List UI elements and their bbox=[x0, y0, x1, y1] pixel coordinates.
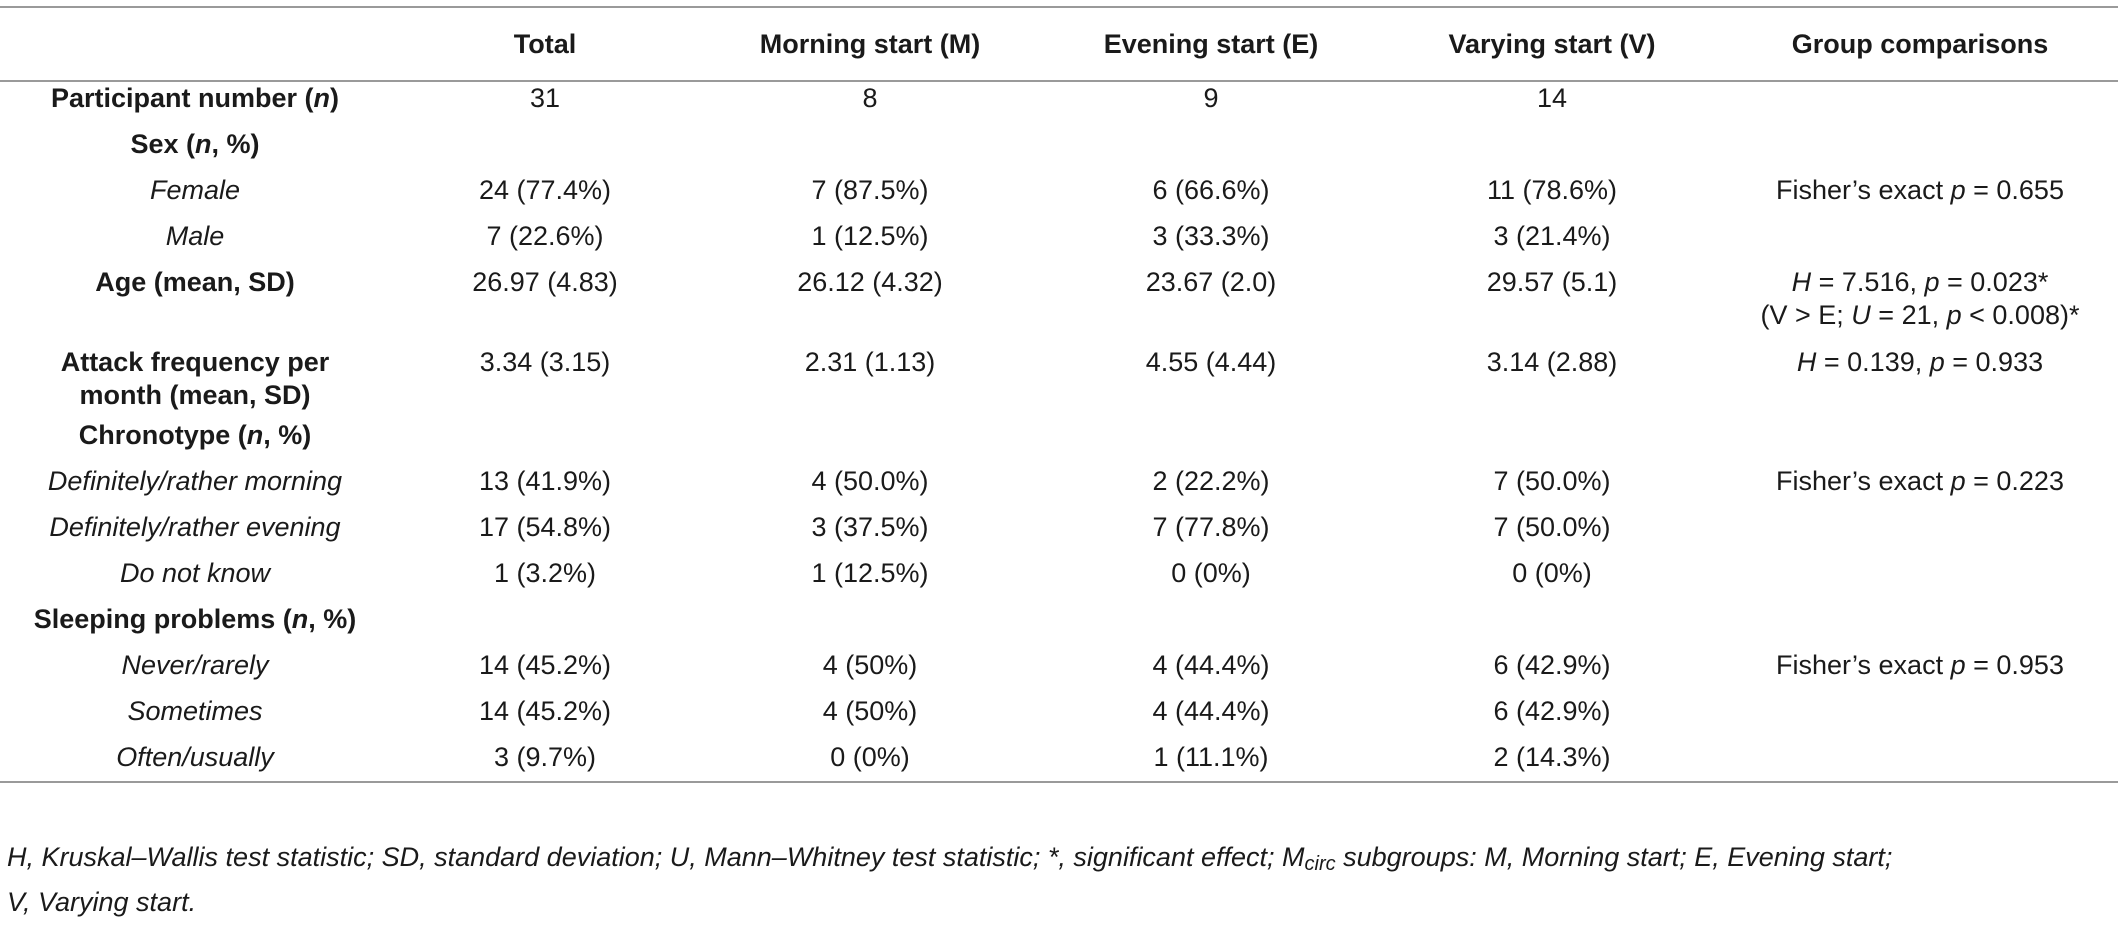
cell-varying: 3.14 (2.88) bbox=[1486, 347, 1618, 377]
table-row: Female 24 (77.4%) 7 (87.5%) 6 (66.6%) 11… bbox=[0, 174, 2118, 220]
cell-morning: 3 (37.5%) bbox=[811, 512, 929, 542]
table-row: Age (mean, SD) 26.97 (4.83) 26.12 (4.32)… bbox=[0, 266, 2118, 346]
cell-morning: 4 (50%) bbox=[822, 696, 918, 726]
table-row: Sleeping problems (n, %) bbox=[0, 603, 2118, 649]
section-label: Sleeping problems (n, %) bbox=[33, 604, 357, 634]
cell-varying: 6 (42.9%) bbox=[1493, 650, 1611, 680]
cell-group-comparison: H = 0.139, p = 0.933 bbox=[1796, 347, 2044, 377]
cell-evening: 2 (22.2%) bbox=[1152, 466, 1270, 496]
cell-total: 7 (22.6%) bbox=[486, 221, 604, 251]
row-label: Definitely/rather morning bbox=[47, 466, 343, 496]
cell-evening: 4.55 (4.44) bbox=[1145, 347, 1277, 377]
table-row: Male 7 (22.6%) 1 (12.5%) 3 (33.3%) 3 (21… bbox=[0, 220, 2118, 266]
section-label: Sex (n, %) bbox=[130, 129, 260, 159]
table-row: Often/usually 3 (9.7%) 0 (0%) 1 (11.1%) … bbox=[0, 741, 2118, 783]
table-row: Chronotype (n, %) bbox=[0, 419, 2118, 465]
table-row: Sometimes 14 (45.2%) 4 (50%) 4 (44.4%) 6… bbox=[0, 695, 2118, 741]
header-label bbox=[0, 6, 390, 82]
cell-evening: 4 (44.4%) bbox=[1152, 650, 1270, 680]
cell-total: 17 (54.8%) bbox=[478, 512, 612, 542]
cell-group-comparison: Fisher’s exact p = 0.953 bbox=[1776, 650, 2064, 680]
table-row: Never/rarely 14 (45.2%) 4 (50%) 4 (44.4%… bbox=[0, 649, 2118, 695]
row-label: Participant number (n) bbox=[50, 83, 340, 113]
cell-evening: 0 (0%) bbox=[1171, 558, 1251, 588]
cell-total: 14 (45.2%) bbox=[478, 696, 612, 726]
cell-group-comparison bbox=[1722, 81, 2118, 128]
cell-morning: 1 (12.5%) bbox=[811, 558, 929, 588]
cell-morning: 2.31 (1.13) bbox=[804, 347, 936, 377]
cell-evening: 7 (77.8%) bbox=[1152, 512, 1270, 542]
row-label: Female bbox=[149, 175, 241, 205]
cell-varying: 7 (50.0%) bbox=[1493, 512, 1611, 542]
cell-varying: 11 (78.6%) bbox=[1486, 175, 1618, 205]
cell-total: 26.97 (4.83) bbox=[472, 267, 618, 297]
cell-varying: 7 (50.0%) bbox=[1493, 466, 1611, 496]
cell-evening: 23.67 (2.0) bbox=[1145, 267, 1277, 297]
table-footnote: H, Kruskal–Wallis test statistic; SD, st… bbox=[7, 842, 1893, 917]
table-row: Definitely/rather evening 17 (54.8%) 3 (… bbox=[0, 511, 2118, 557]
cell-total: 31 bbox=[529, 83, 561, 113]
cell-total: 3 (9.7%) bbox=[390, 741, 700, 783]
header-evening: Evening start (E) bbox=[1040, 6, 1382, 82]
cell-varying: 3 (21.4%) bbox=[1493, 221, 1611, 251]
cell-total: 1 (3.2%) bbox=[493, 558, 597, 588]
cell-total: 3.34 (3.15) bbox=[479, 347, 611, 377]
header-group-comparisons: Group comparisons bbox=[1722, 6, 2118, 82]
header-total: Total bbox=[390, 6, 700, 82]
header-row: Total Morning start (M) Evening start (E… bbox=[0, 6, 2118, 82]
cell-group-comparison: Fisher’s exact p = 0.223 bbox=[1776, 466, 2064, 496]
cell-evening: 6 (66.6%) bbox=[1152, 175, 1270, 205]
cell-evening: 3 (33.3%) bbox=[1152, 221, 1270, 251]
cell-total: 13 (41.9%) bbox=[478, 466, 612, 496]
cell-group-comparison: H = 7.516, p = 0.023* (V > E; U = 21, p … bbox=[1760, 267, 2080, 330]
data-table: Total Morning start (M) Evening start (E… bbox=[0, 6, 2118, 783]
row-label: Sometimes bbox=[127, 696, 263, 726]
cell-morning: 7 (87.5%) bbox=[811, 175, 929, 205]
cell-total: 24 (77.4%) bbox=[478, 175, 612, 205]
cell-morning: 4 (50%) bbox=[822, 650, 918, 680]
row-label: Never/rarely bbox=[121, 650, 269, 680]
row-label: Definitely/rather evening bbox=[49, 512, 341, 542]
cell-varying: 6 (42.9%) bbox=[1493, 696, 1611, 726]
row-label: Age (mean, SD) bbox=[95, 267, 295, 297]
cell-morning: 0 (0%) bbox=[700, 741, 1040, 783]
cell-evening: 1 (11.1%) bbox=[1040, 741, 1382, 783]
cell-morning: 8 bbox=[862, 83, 878, 113]
cell-evening: 9 bbox=[1203, 83, 1219, 113]
cell-evening: 4 (44.4%) bbox=[1152, 696, 1270, 726]
header-varying: Varying start (V) bbox=[1382, 6, 1722, 82]
cell-morning: 26.12 (4.32) bbox=[797, 267, 943, 297]
table-row: Participant number (n) 31 8 9 14 bbox=[0, 81, 2118, 128]
cell-varying: 0 (0%) bbox=[1512, 558, 1592, 588]
row-label: Attack frequency per month (mean, SD) bbox=[60, 347, 330, 410]
table-row: Do not know 1 (3.2%) 1 (12.5%) 0 (0%) 0 … bbox=[0, 557, 2118, 603]
row-label: Do not know bbox=[119, 558, 271, 588]
header-morning: Morning start (M) bbox=[700, 6, 1040, 82]
cell-morning: 1 (12.5%) bbox=[811, 221, 929, 251]
cell-varying: 14 bbox=[1536, 83, 1568, 113]
table-row: Sex (n, %) bbox=[0, 128, 2118, 174]
cell-total: 14 (45.2%) bbox=[478, 650, 612, 680]
cell-varying: 2 (14.3%) bbox=[1382, 741, 1722, 783]
cell-varying: 29.57 (5.1) bbox=[1486, 267, 1618, 297]
row-label: Often/usually bbox=[0, 741, 390, 783]
table-row: Attack frequency per month (mean, SD) 3.3… bbox=[0, 346, 2118, 419]
section-label: Chronotype (n, %) bbox=[78, 420, 312, 450]
cell-morning: 4 (50.0%) bbox=[811, 466, 929, 496]
cell-group-comparison: Fisher’s exact p = 0.655 bbox=[1776, 175, 2064, 205]
row-label: Male bbox=[165, 221, 225, 251]
table-row: Definitely/rather morning 13 (41.9%) 4 (… bbox=[0, 465, 2118, 511]
